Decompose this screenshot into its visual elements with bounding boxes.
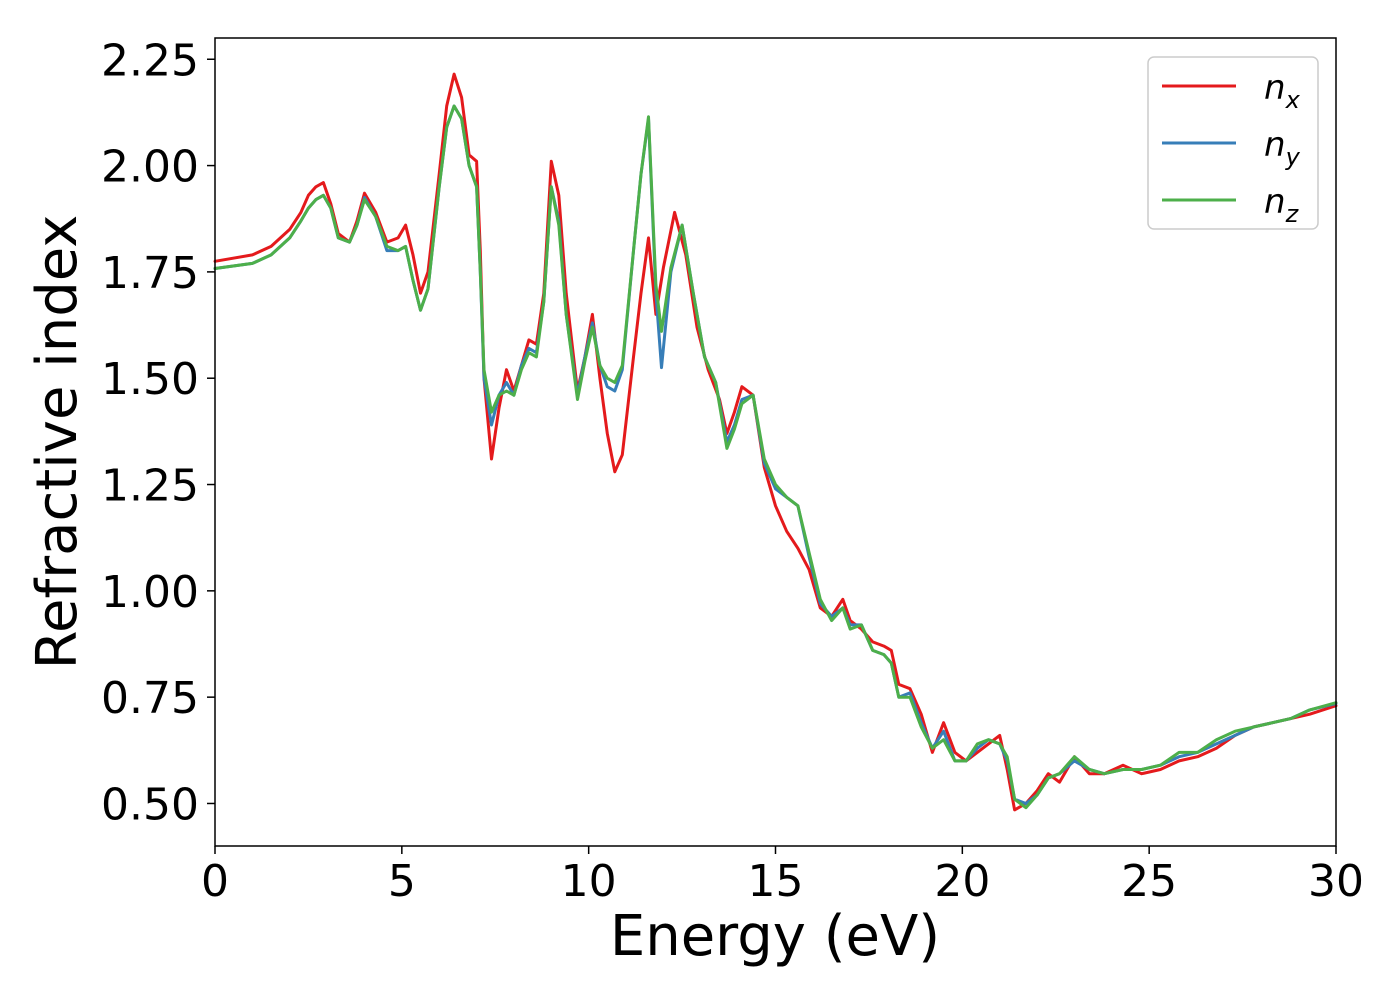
x-axis: 0 5 10 15 20 25 30 [201, 846, 1364, 907]
series-line-nz [213, 104, 1338, 810]
legend-subscript: z [1285, 200, 1300, 228]
y-tick-label: 1.75 [101, 248, 199, 299]
y-axis: 0.50 0.75 1.00 1.25 1.50 1.75 2.00 2.25 [101, 35, 215, 830]
x-tick-label: 5 [388, 856, 416, 907]
x-tick-label: 25 [1121, 856, 1177, 907]
y-tick-label: 0.50 [101, 779, 199, 830]
y-tick-label: 0.75 [101, 673, 199, 724]
y-axis-title: Refractive index [25, 215, 90, 670]
x-axis-title: Energy (eV) [610, 904, 940, 969]
x-tick-label: 10 [561, 856, 617, 907]
x-tick-label: 20 [934, 856, 990, 907]
x-tick-label: 15 [748, 856, 804, 907]
y-tick-label: 1.00 [101, 567, 199, 618]
series-layer [213, 72, 1338, 812]
y-tick-label: 1.50 [101, 354, 199, 405]
x-tick-label: 30 [1308, 856, 1364, 907]
y-tick-label: 2.00 [101, 142, 199, 193]
x-tick-label: 0 [201, 856, 229, 907]
legend-subscript: y [1285, 143, 1301, 171]
y-tick-label: 1.25 [101, 461, 199, 512]
y-tick-label: 2.25 [101, 35, 199, 86]
legend-subscript: x [1285, 86, 1301, 114]
